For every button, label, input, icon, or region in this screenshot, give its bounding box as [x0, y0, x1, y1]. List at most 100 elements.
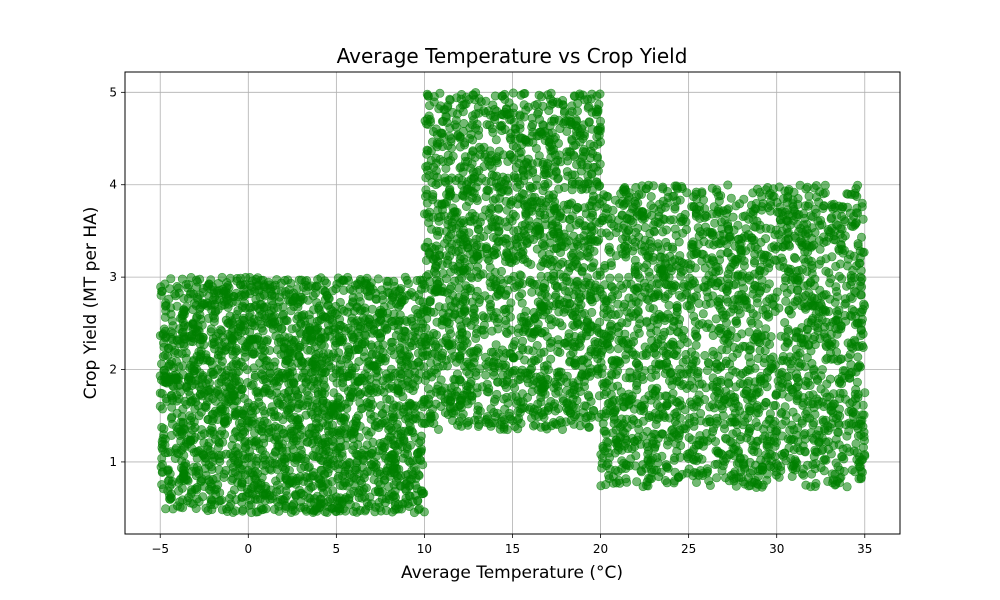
scatter-point	[518, 247, 528, 257]
scatter-point	[422, 399, 432, 409]
scatter-point	[258, 460, 268, 470]
scatter-point	[168, 329, 178, 339]
scatter-point	[192, 485, 202, 495]
scatter-point	[161, 300, 171, 310]
scatter-point	[335, 504, 345, 514]
scatter-point	[362, 273, 372, 283]
scatter-point	[290, 335, 300, 345]
scatter-point	[581, 290, 591, 300]
scatter-point	[246, 286, 256, 296]
scatter-point	[508, 378, 518, 388]
scatter-point	[569, 141, 579, 151]
scatter-point	[207, 409, 217, 419]
scatter-point	[517, 279, 527, 289]
scatter-point	[289, 378, 299, 388]
scatter-point	[469, 303, 479, 313]
scatter-point	[432, 172, 442, 182]
scatter-point	[383, 421, 393, 431]
scatter-point	[491, 340, 501, 350]
scatter-point	[240, 345, 250, 355]
scatter-point	[314, 348, 324, 358]
scatter-point	[490, 91, 500, 101]
scatter-point	[386, 432, 396, 442]
scatter-point	[445, 187, 455, 197]
chart-title: Average Temperature vs Crop Yield	[337, 44, 688, 68]
scatter-point	[192, 312, 202, 322]
scatter-point	[272, 432, 282, 442]
scatter-point	[576, 157, 586, 167]
scatter-point	[530, 313, 540, 323]
scatter-point	[484, 186, 494, 196]
scatter-point	[301, 378, 311, 388]
scatter-point	[240, 427, 250, 437]
scatter-point	[500, 94, 510, 104]
scatter-point	[422, 119, 432, 129]
scatter-point	[536, 348, 546, 358]
scatter-point	[317, 367, 327, 377]
scatter-point	[248, 413, 258, 423]
scatter-point	[158, 404, 168, 414]
scatter-point	[184, 493, 194, 503]
scatter-point	[558, 272, 568, 282]
scatter-point	[369, 326, 379, 336]
scatter-point	[396, 387, 406, 397]
scatter-point	[574, 250, 584, 260]
scatter-point	[259, 416, 269, 426]
scatter-point	[366, 414, 376, 424]
scatter-point	[194, 465, 204, 475]
scatter-point	[362, 380, 372, 390]
scatter-point	[592, 177, 602, 187]
scatter-point	[163, 466, 173, 476]
scatter-point	[333, 444, 343, 454]
scatter-point	[239, 393, 249, 403]
scatter-point	[323, 457, 333, 467]
scatter-point	[410, 323, 420, 333]
scatter-point	[184, 372, 194, 382]
scatter-point	[795, 180, 805, 190]
scatter-point	[517, 298, 527, 308]
scatter-point	[542, 332, 552, 342]
scatter-point	[498, 172, 508, 182]
scatter-point	[277, 446, 287, 456]
scatter-point	[576, 300, 586, 310]
scatter-point	[517, 343, 527, 353]
scatter-point	[556, 367, 566, 377]
scatter-point	[177, 349, 187, 359]
scatter-point	[193, 294, 203, 304]
scatter-point	[303, 357, 313, 367]
scatter-point	[242, 484, 252, 494]
scatter-point	[312, 452, 322, 462]
scatter-point	[292, 314, 302, 324]
scatter-point	[373, 477, 383, 487]
scatter-point	[251, 405, 261, 415]
scatter-point	[304, 310, 314, 320]
scatter-point	[353, 327, 363, 337]
scatter-point	[215, 325, 225, 335]
scatter-point	[191, 275, 201, 285]
scatter-point	[214, 465, 224, 475]
scatter-point	[518, 133, 528, 143]
scatter-point	[258, 504, 268, 514]
scatter-point	[452, 109, 462, 119]
scatter-point	[494, 203, 504, 213]
scatter-point	[393, 378, 403, 388]
scatter-point	[473, 421, 483, 431]
scatter-point	[552, 283, 562, 293]
scatter-point	[396, 356, 406, 366]
scatter-point	[588, 210, 598, 220]
scatter-point	[172, 396, 182, 406]
scatter-point	[171, 373, 181, 383]
scatter-point	[252, 436, 262, 446]
scatter-point	[413, 308, 423, 318]
scatter-point	[319, 498, 329, 508]
scatter-point	[489, 313, 499, 323]
scatter-point	[177, 483, 187, 493]
scatter-point	[468, 247, 478, 257]
scatter-point	[296, 488, 306, 498]
scatter-point	[408, 470, 418, 480]
scatter-point	[414, 290, 424, 300]
scatter-point	[343, 275, 353, 285]
scatter-point	[272, 345, 282, 355]
scatter-point	[260, 450, 270, 460]
scatter-point	[246, 495, 256, 505]
